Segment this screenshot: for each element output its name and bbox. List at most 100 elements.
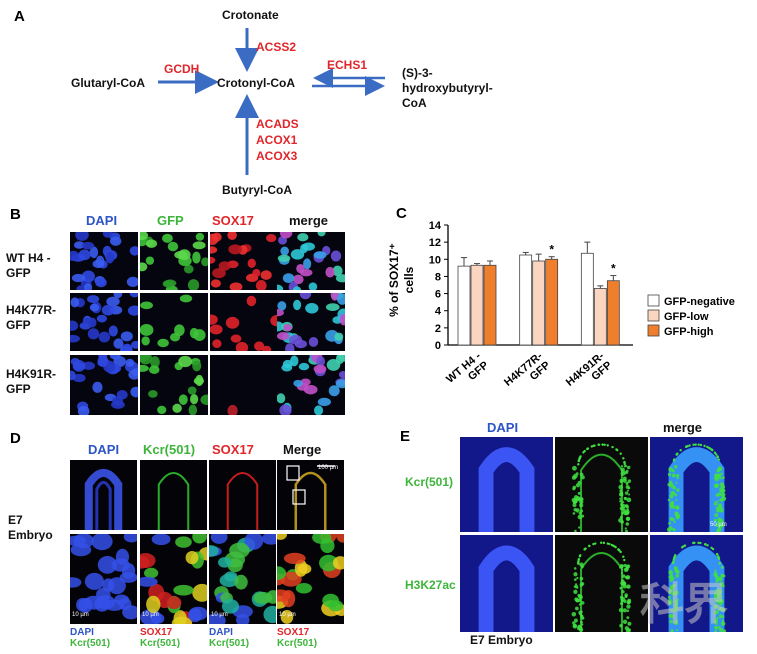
col-d-sox17: SOX17 — [212, 442, 254, 457]
tile-b-2-1 — [140, 355, 208, 415]
col-sox17: SOX17 — [212, 213, 254, 228]
tile-d-zoom-0 — [70, 534, 137, 624]
row-e-kcr: Kcr(501) — [405, 475, 454, 489]
legend-label-0: GFP-negative — [664, 296, 735, 308]
channel-text: SOX17 — [277, 627, 310, 638]
tile-d-top-2 — [209, 460, 276, 530]
legend-label-1: GFP-low — [664, 311, 709, 323]
tile-d-top-0 — [70, 460, 137, 530]
col-d-merge: Merge — [283, 442, 322, 457]
row-label-wt: WT H4 - GFP — [6, 251, 51, 280]
roi-boxes — [286, 465, 335, 505]
panel-d-label: D — [10, 430, 21, 447]
y-tick-label: 6 — [435, 289, 441, 301]
bar-1-1 — [532, 260, 546, 346]
significance-star: * — [611, 262, 616, 276]
glutaryl-label: Glutaryl-CoA — [71, 76, 146, 90]
y-axis-label-2: cells — [402, 266, 416, 294]
tile-b-2-2 — [210, 355, 278, 415]
y-tick-label: 8 — [435, 271, 441, 283]
col-gfp: GFP — [157, 213, 184, 228]
bar-2-1 — [545, 258, 559, 346]
channel-label-0: DAPI Kcr(501) — [70, 627, 110, 649]
echs1-label: ECHS1 — [327, 58, 368, 72]
channel-label-1: SOX17 Kcr(501) — [140, 627, 180, 649]
tile-b-2-3 — [277, 355, 345, 415]
tile-b-0-3 — [277, 232, 345, 290]
y-tick-label: 14 — [429, 220, 442, 232]
channel-text: Kcr(501) — [277, 638, 318, 649]
butyryl-label: Butyryl-CoA — [222, 183, 293, 197]
row-e-h3k27ac: H3K27ac — [405, 578, 456, 592]
scale-bar-e: 50 µm — [710, 522, 727, 528]
tile-d-zoom-3 — [277, 534, 344, 624]
tile-d-top-3 — [277, 460, 344, 530]
y-tick-label: 12 — [429, 237, 441, 249]
tile-e-0-0 — [460, 437, 553, 532]
tile-d-zoom-2 — [209, 534, 276, 624]
pathway-arrows — [158, 28, 385, 175]
tile-d-top-1 — [140, 460, 207, 530]
acss2-label: ACSS2 — [256, 40, 297, 54]
channel-text: SOX17 — [140, 627, 173, 638]
y-tick-label: 2 — [435, 323, 441, 335]
crotonate-label: Crotonate — [222, 8, 279, 22]
channel-label-3: SOX17 Kcr(501) — [277, 627, 317, 649]
tile-b-1-0 — [70, 293, 138, 351]
y-tick-label: 10 — [429, 254, 441, 266]
tile-e-1-1 — [555, 535, 648, 632]
panel-b-label: B — [10, 206, 21, 223]
channel-text: Kcr(501) — [140, 638, 181, 649]
x-tick-label: H4K77R-GFP — [502, 350, 553, 389]
acyl-coa-enzymes: ACADS ACOX1 ACOX3 — [256, 117, 299, 163]
tile-d-zoom-1 — [140, 534, 207, 624]
tile-b-0-1 — [140, 232, 208, 290]
col-e-dapi: DAPI — [487, 420, 519, 435]
scale-bar-zoom-1: 10 µm — [142, 612, 159, 618]
tile-b-2-0 — [70, 355, 138, 415]
bar-1-2 — [593, 288, 607, 346]
bar-2-0 — [483, 264, 497, 346]
scale-bar-top: 100 µm — [318, 465, 339, 471]
bar-0-2 — [580, 252, 594, 346]
scale-bar-zoom-3: 10 µm — [279, 612, 296, 618]
tile-e-0-1 — [555, 437, 648, 532]
tile-b-0-0 — [70, 232, 138, 290]
scale-bar-zoom-0: 10 µm — [72, 612, 89, 618]
channel-text: Kcr(501) — [70, 638, 111, 649]
gcdh-label: GCDH — [164, 62, 200, 76]
bar-1-0 — [470, 264, 484, 346]
tile-e-1-2 — [650, 535, 743, 632]
legend-swatch-1 — [647, 309, 660, 322]
e7-embryo-footer: E7 Embryo — [470, 633, 533, 647]
panel-c-label: C — [396, 205, 407, 222]
tile-b-1-2 — [210, 293, 278, 351]
col-d-kcr: Kcr(501) — [143, 442, 196, 457]
col-dapi: DAPI — [86, 213, 118, 228]
significance-star: * — [549, 243, 554, 257]
y-tick-label: 0 — [435, 340, 441, 352]
row-label-k91r: H4K91R- GFP — [6, 367, 57, 396]
x-tick-label: H4K91R-GFP — [564, 350, 615, 389]
legend-label-2: GFP-high — [664, 326, 714, 338]
bar-0-0 — [457, 265, 471, 346]
tile-b-1-1 — [140, 293, 208, 351]
channel-text: Kcr(501) — [209, 638, 250, 649]
tile-e-1-0 — [460, 535, 553, 632]
channel-text: DAPI — [70, 627, 94, 638]
col-d-dapi: DAPI — [88, 442, 120, 457]
scale-bar-zoom-2: 10 µm — [211, 612, 228, 618]
x-tick-label: WT H4 -GFP — [444, 350, 491, 386]
panel-e-label: E — [400, 428, 411, 445]
row-label-e7: E7 Embryo — [8, 513, 53, 542]
tile-b-1-3 — [277, 293, 345, 351]
bar-2-2 — [606, 280, 620, 346]
panel-a-label: A — [14, 8, 25, 25]
sox17-bar-chart: 0 2 4 6 8 10 12 14 WT H4 -GFP * H4K77R-GFP * H4K91R-… — [429, 220, 735, 389]
tile-b-0-2 — [210, 232, 278, 290]
tile-e-0-2 — [650, 437, 743, 532]
legend-swatch-0 — [647, 294, 660, 307]
y-tick-label: 4 — [435, 306, 442, 318]
col-e-merge: merge — [663, 420, 703, 435]
crotonyl-label: Crotonyl-CoA — [217, 76, 295, 90]
